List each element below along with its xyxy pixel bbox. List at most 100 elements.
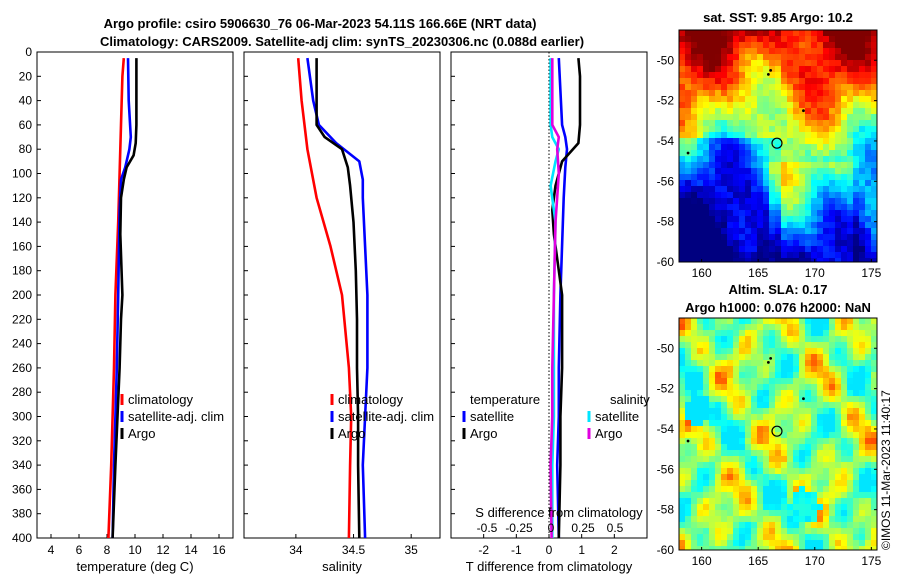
map-cell: [787, 468, 794, 475]
map-cell: [871, 66, 877, 73]
map-cell: [679, 228, 686, 235]
map-cell: [691, 216, 698, 223]
map-cell: [835, 234, 842, 241]
map-cell: [745, 258, 752, 262]
map-cell: [817, 402, 824, 409]
map-cell: [829, 378, 836, 385]
map-cell: [853, 252, 860, 259]
map-cell: [787, 522, 794, 529]
map-cell: [811, 228, 818, 235]
map-cell: [727, 108, 734, 115]
map-cell: [829, 498, 836, 505]
map-cell: [781, 84, 788, 91]
map-cell: [781, 486, 788, 493]
map-cell: [769, 456, 776, 463]
map-cell: [781, 318, 788, 325]
map-cell: [781, 330, 788, 337]
map-cell: [853, 102, 860, 109]
map-cell: [715, 372, 722, 379]
map-cell: [745, 444, 752, 451]
map-cell: [781, 414, 788, 421]
map-cell: [805, 342, 812, 349]
map-cell: [823, 120, 830, 127]
map-cell: [739, 120, 746, 127]
map-cell: [757, 516, 764, 523]
map-cell: [733, 336, 740, 343]
map-cell: [775, 438, 782, 445]
map-cell: [871, 462, 877, 469]
map-cell: [757, 534, 764, 541]
map-cell: [769, 162, 776, 169]
map-cell: [847, 252, 854, 259]
map-cell: [787, 336, 794, 343]
map-cell: [841, 222, 848, 229]
map-cell: [811, 480, 818, 487]
map-cell: [787, 474, 794, 481]
map-cell: [781, 162, 788, 169]
map-cell: [817, 54, 824, 61]
map-cell: [805, 438, 812, 445]
map-cell: [835, 258, 842, 262]
map-cell: [787, 108, 794, 115]
map-cell: [775, 102, 782, 109]
map-cell: [691, 72, 698, 79]
map-cell: [763, 486, 770, 493]
map-cell: [751, 528, 758, 535]
map-cell: [685, 66, 692, 73]
x-tick-label: 10: [128, 543, 142, 557]
map-cell: [781, 156, 788, 163]
map-cell: [751, 372, 758, 379]
map-cell: [691, 546, 698, 550]
map-cell: [733, 84, 740, 91]
map-cell: [811, 426, 818, 433]
map-cell: [709, 504, 716, 511]
map-cell: [799, 120, 806, 127]
map-cell: [859, 522, 866, 529]
map-cell: [817, 36, 824, 43]
map-cell: [799, 510, 806, 517]
map-cell: [739, 516, 746, 523]
map-cell: [859, 486, 866, 493]
map-cell: [697, 432, 704, 439]
map-cell: [691, 60, 698, 67]
map-cell: [805, 408, 812, 415]
map-cell: [799, 90, 806, 97]
map-cell: [757, 84, 764, 91]
map-cell: [805, 186, 812, 193]
map-cell: [841, 378, 848, 385]
map-cell: [811, 504, 818, 511]
map-cell: [865, 114, 872, 121]
map-cell: [739, 90, 746, 97]
map-cell: [709, 60, 716, 67]
map-cell: [751, 114, 758, 121]
map-cell: [733, 156, 740, 163]
map-cell: [727, 36, 734, 43]
x-top-tick-label: 0.25: [571, 521, 595, 535]
map-cell: [811, 222, 818, 229]
map-cell: [799, 546, 806, 550]
map-cell: [847, 42, 854, 49]
map-cell: [775, 378, 782, 385]
map-cell: [697, 258, 704, 262]
map-cell: [859, 474, 866, 481]
map-cell: [823, 96, 830, 103]
map-cell: [841, 540, 848, 547]
map-cell: [745, 132, 752, 139]
map-cell: [697, 84, 704, 91]
map-cell: [757, 366, 764, 373]
map-cell: [697, 342, 704, 349]
map-cell: [841, 456, 848, 463]
map-cell: [811, 162, 818, 169]
map-cell: [757, 540, 764, 547]
map-cell: [763, 366, 770, 373]
map-cell: [727, 384, 734, 391]
y-tick-label: 40: [19, 94, 33, 108]
map-cell: [739, 408, 746, 415]
map-cell: [805, 132, 812, 139]
map-cell: [757, 222, 764, 229]
island: [802, 109, 805, 113]
map-cell: [829, 246, 836, 253]
map-cell: [733, 342, 740, 349]
map-cell: [739, 30, 746, 37]
map-cell: [685, 30, 692, 37]
